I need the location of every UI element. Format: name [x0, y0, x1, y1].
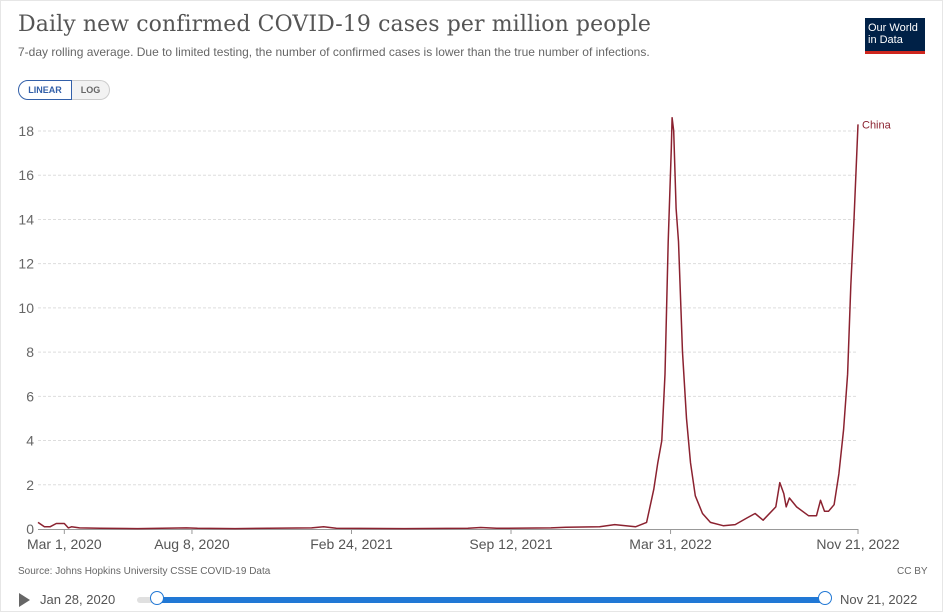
y-tick-label: 14: [18, 211, 34, 227]
play-icon[interactable]: [19, 593, 30, 607]
chart-subtitle: 7-day rolling average. Due to limited te…: [18, 45, 650, 59]
y-tick-label: 0: [26, 521, 34, 537]
y-tick-label: 10: [18, 300, 34, 316]
y-tick-label: 2: [26, 477, 34, 493]
x-tick-label: Mar 31, 2022: [629, 536, 712, 552]
x-tick-label: Feb 24, 2021: [310, 536, 393, 552]
y-tick-label: 18: [18, 123, 34, 139]
logo-accent-bar: [865, 51, 925, 54]
series-line-china[interactable]: [37, 116, 859, 530]
x-tick-label: Sep 12, 2021: [469, 536, 553, 552]
log-scale-button[interactable]: LOG: [72, 80, 110, 100]
logo-line-2: in Data: [868, 34, 903, 46]
timeline-start-label: Jan 28, 2020: [40, 592, 116, 607]
x-tick-label: Mar 1, 2020: [27, 536, 102, 552]
y-tick-label: 12: [18, 256, 34, 272]
y-tick-label: 8: [26, 344, 34, 360]
x-tick-label: Aug 8, 2020: [154, 536, 230, 552]
timeline-selected-range: [157, 597, 825, 603]
y-tick-label: 16: [18, 167, 34, 183]
linear-scale-button[interactable]: LINEAR: [18, 80, 72, 100]
y-tick-label: 4: [26, 433, 34, 449]
grid-lines: [38, 130, 858, 486]
license-link[interactable]: CC BY: [897, 566, 928, 577]
series-layer: China: [37, 116, 892, 530]
owid-logo[interactable]: Our World in Data: [865, 18, 925, 54]
series-label[interactable]: China: [862, 119, 892, 131]
x-tick-label: Nov 21, 2022: [816, 536, 899, 552]
chart-title: Daily new confirmed COVID-19 cases per m…: [18, 12, 652, 37]
timeline-end-label: Nov 21, 2022: [840, 592, 918, 607]
timeline-end-handle[interactable]: [818, 591, 832, 605]
source-note: Source: Johns Hopkins University CSSE CO…: [18, 566, 271, 577]
y-tick-label: 6: [26, 388, 34, 404]
logo-line-1: Our World: [868, 22, 918, 34]
timeline-start-handle[interactable]: [150, 591, 164, 605]
axes: 0 2 4 6 8 10 12 14 16 18 Mar 1, 2020 Aug 8, 2020 Feb…: [18, 123, 899, 552]
